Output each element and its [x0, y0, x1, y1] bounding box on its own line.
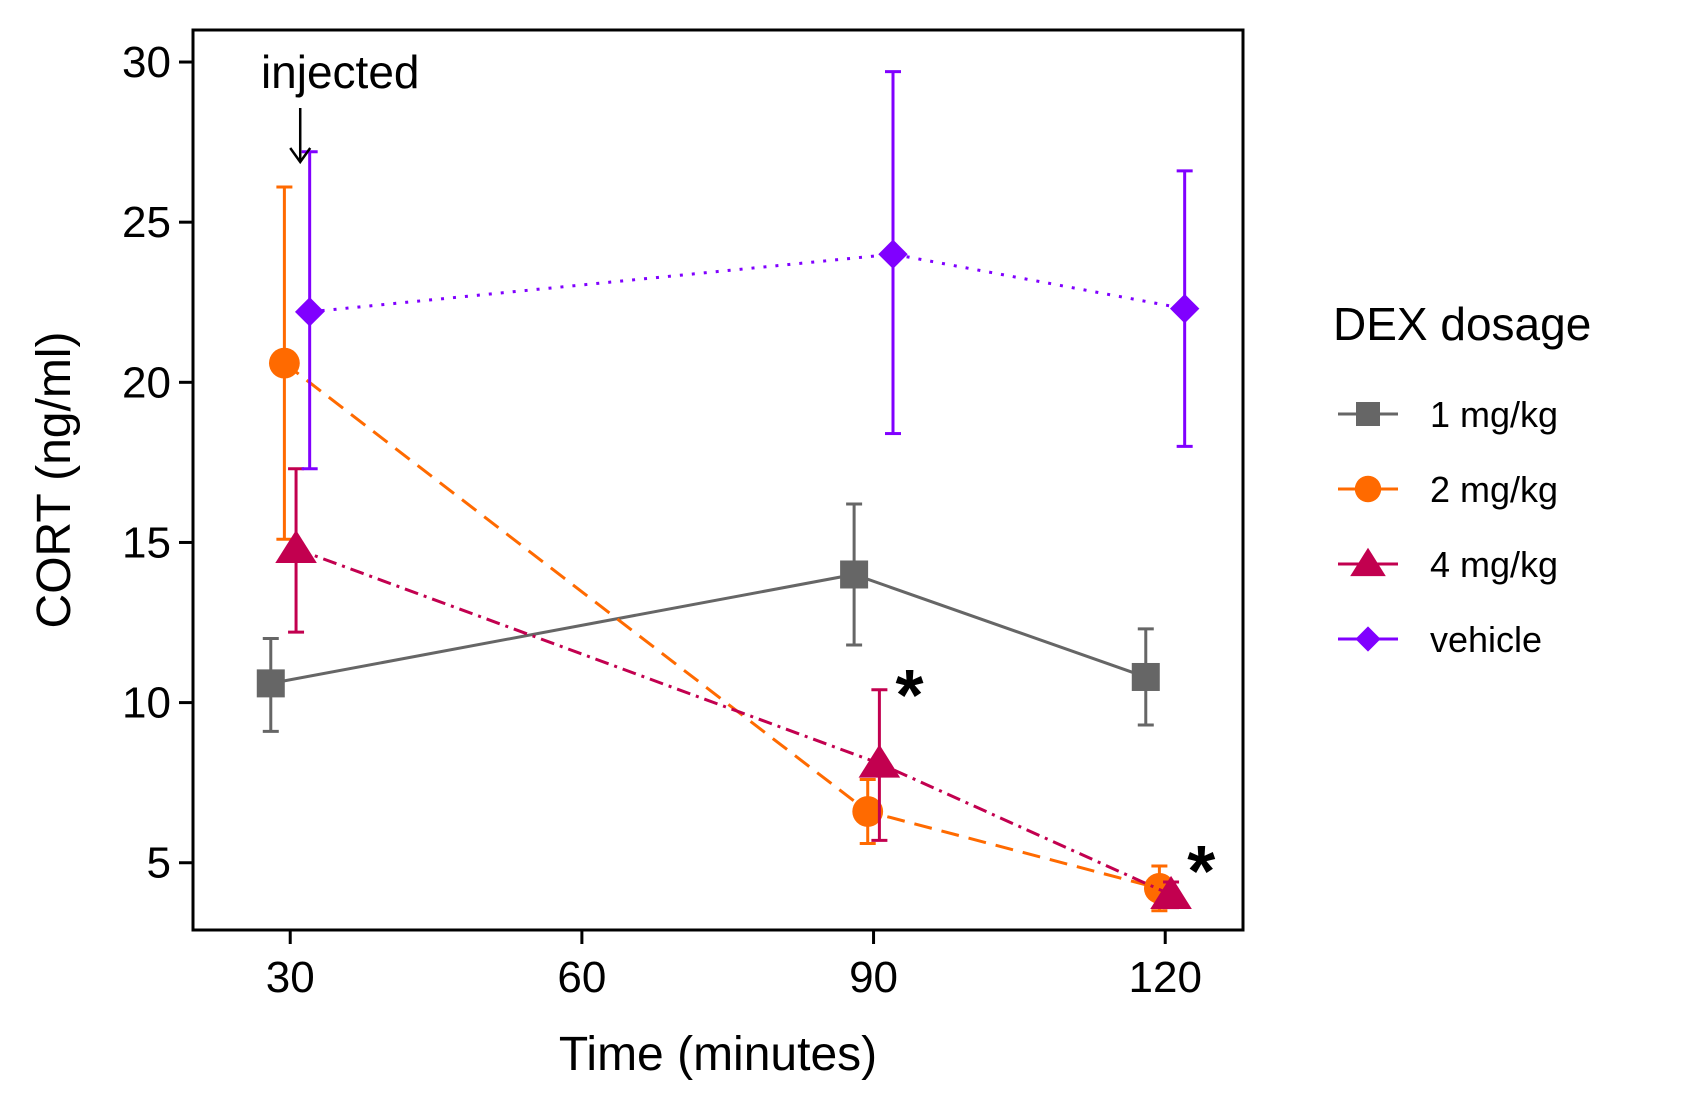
legend-title: DEX dosage — [1333, 298, 1591, 350]
x-tick-label: 60 — [557, 953, 606, 1002]
series-layer — [256, 70, 1200, 913]
data-point — [840, 560, 869, 589]
y-axis-title: CORT (ng/ml) — [28, 332, 81, 629]
data-point — [256, 669, 285, 698]
legend-item: vehicle — [1338, 619, 1542, 660]
data-point — [878, 239, 908, 269]
legend-marker — [1354, 475, 1382, 503]
y-axis: 5 10 15 20 25 30 — [122, 38, 193, 888]
data-point — [1169, 293, 1200, 324]
data-point — [275, 529, 317, 564]
data-point — [1131, 662, 1160, 691]
y-tick-label: 20 — [122, 358, 171, 407]
series-vehicle — [294, 70, 1200, 471]
injected-annotation: injected — [261, 46, 420, 98]
legend-marker — [1350, 547, 1386, 577]
legend-marker — [1355, 626, 1381, 652]
series-4-mg-kg — [275, 467, 1192, 910]
significance-asterisk: * — [896, 656, 924, 736]
legend-label: 1 mg/kg — [1430, 394, 1558, 435]
data-point — [858, 744, 901, 778]
x-axis-title: Time (minutes) — [559, 1028, 877, 1081]
y-tick-label: 10 — [122, 679, 171, 728]
legend-marker — [1356, 402, 1380, 426]
data-point — [294, 297, 325, 327]
x-axis: 30 60 90 120 — [266, 930, 1202, 1002]
legend-label: 4 mg/kg — [1430, 544, 1558, 585]
injected-arrow-head — [289, 147, 312, 165]
legend-label: 2 mg/kg — [1430, 469, 1558, 510]
legend-item: 1 mg/kg — [1338, 394, 1558, 435]
data-point — [268, 347, 300, 379]
legend-item: 4 mg/kg — [1338, 544, 1558, 585]
annotation-layer: injected * * — [261, 46, 1215, 912]
x-tick-label: 30 — [266, 953, 315, 1002]
series-1-mg-kg — [256, 502, 1160, 733]
plot-panel — [191, 28, 1245, 932]
x-tick-label: 120 — [1129, 953, 1202, 1002]
data-point — [1150, 875, 1192, 909]
legend-item: 2 mg/kg — [1338, 469, 1558, 510]
legend: DEX dosage 1 mg/kg 2 mg/kg 4 mg/kg vehicle — [1333, 298, 1591, 660]
y-tick-label: 15 — [122, 518, 171, 567]
x-tick-label: 90 — [849, 953, 898, 1002]
legend-label: vehicle — [1430, 619, 1542, 660]
significance-asterisk: * — [1187, 832, 1215, 912]
y-tick-label: 25 — [122, 198, 171, 247]
y-tick-label: 5 — [147, 839, 171, 888]
data-point — [852, 796, 884, 827]
y-tick-label: 30 — [122, 38, 171, 87]
